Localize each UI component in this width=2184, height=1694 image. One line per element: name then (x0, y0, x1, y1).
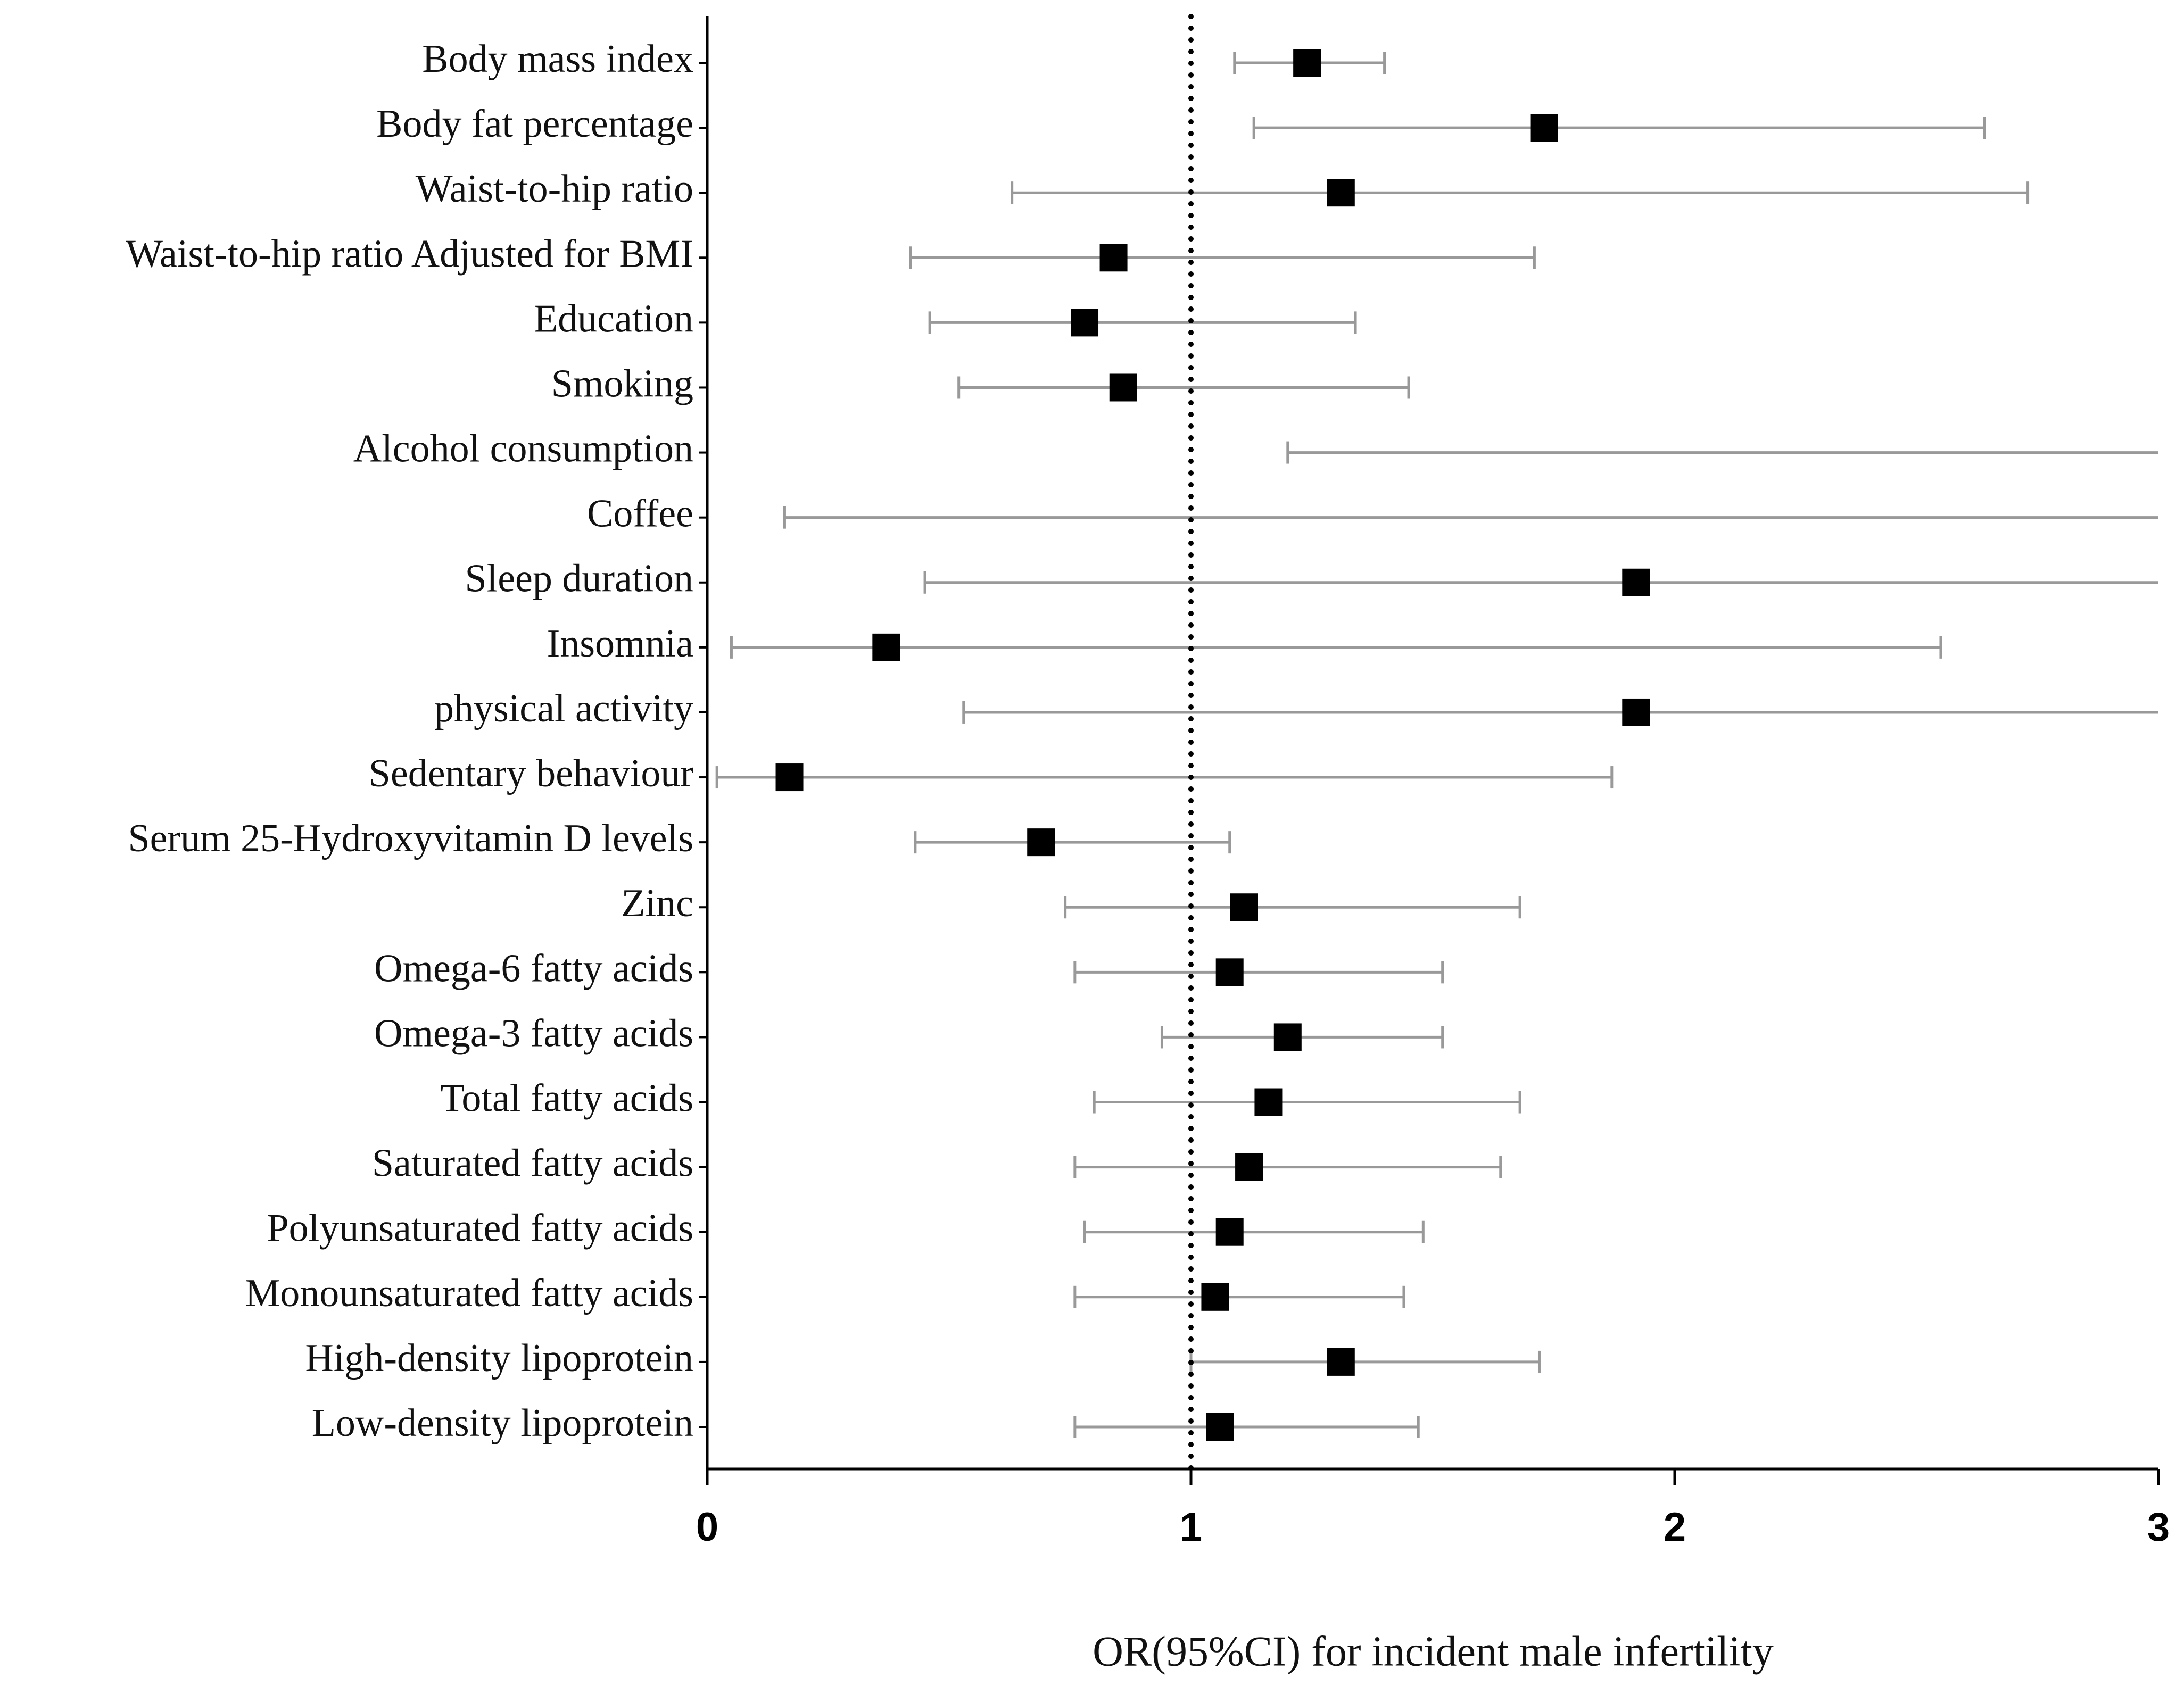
point-estimate (1215, 958, 1244, 986)
category-label: Coffee (587, 492, 693, 536)
x-tick-label: 1 (1180, 1505, 1202, 1550)
category-label: Body fat percentage (376, 102, 693, 146)
point-estimate (1273, 1023, 1302, 1051)
category-label: Sleep duration (465, 557, 693, 601)
point-estimate (1230, 893, 1258, 921)
point-estimate (1206, 1413, 1234, 1441)
point-estimate (1254, 1088, 1283, 1116)
category-label: Waist-to-hip ratio Adjusted for BMI (126, 232, 693, 276)
category-label: Saturated fatty acids (372, 1142, 693, 1185)
point-estimate (1027, 828, 1055, 857)
category-label: Waist-to-hip ratio (416, 167, 693, 211)
point-estimate (1327, 179, 1355, 207)
point-estimate (1622, 698, 1650, 726)
category-label: Alcohol consumption (353, 427, 693, 471)
point-estimate (1215, 1218, 1244, 1246)
category-label: Smoking (551, 362, 693, 405)
category-label: Education (534, 297, 693, 341)
x-tick-label: 2 (1664, 1505, 1686, 1550)
category-label: Omega-6 fatty acids (374, 946, 693, 990)
point-estimate (1201, 1283, 1229, 1311)
point-estimate (1109, 373, 1137, 402)
point-estimate (1235, 1153, 1263, 1181)
point-estimate (1099, 244, 1128, 272)
point-estimate (775, 763, 804, 792)
category-label: Omega-3 fatty acids (374, 1011, 693, 1055)
x-tick-label: 0 (696, 1505, 718, 1550)
x-axis-title: OR(95%CI) for incident male infertility (1093, 1628, 1774, 1675)
point-estimate (872, 633, 900, 661)
point-estimate (1293, 49, 1321, 77)
category-label: Zinc (621, 882, 693, 925)
category-label: Low-density lipoprotein (312, 1401, 693, 1445)
point-estimate (1327, 1348, 1355, 1376)
point-estimate (1622, 568, 1650, 596)
point-estimate (1530, 114, 1558, 142)
category-label: Total fatty acids (440, 1077, 693, 1120)
category-label: Body mass index (422, 37, 693, 81)
category-label: Polyunsaturated fatty acids (267, 1207, 693, 1250)
point-estimate (1071, 309, 1099, 337)
category-label: Serum 25-Hydroxyvitamin D levels (128, 817, 693, 860)
category-label: High-density lipoprotein (305, 1336, 693, 1380)
category-label: Sedentary behaviour (369, 752, 693, 795)
category-label: Monounsaturated fatty acids (245, 1272, 693, 1315)
x-tick-label: 3 (2147, 1505, 2170, 1550)
category-label: Insomnia (547, 622, 693, 666)
category-label: physical activity (434, 687, 693, 730)
